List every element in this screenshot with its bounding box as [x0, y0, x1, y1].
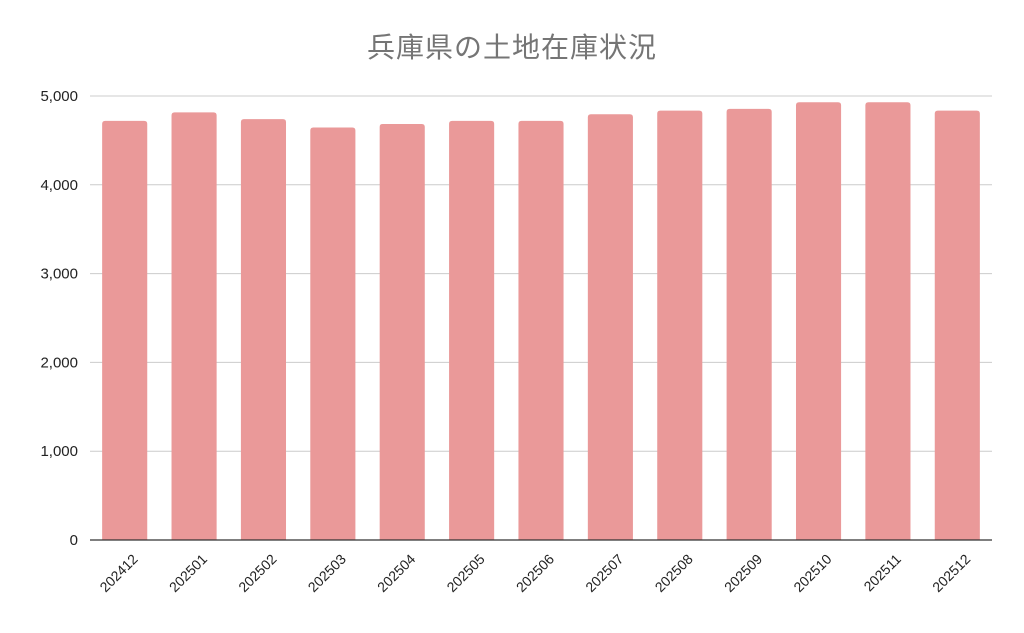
y-tick-label: 2,000 — [40, 354, 78, 371]
chart-title: 兵庫県の土地在庫状況 — [366, 31, 657, 64]
bar-202507 — [587, 114, 633, 540]
bar-202509 — [726, 108, 772, 540]
x-tick-label: 202412 — [96, 551, 140, 595]
bar-202510 — [795, 102, 842, 540]
bar-202502 — [240, 119, 287, 540]
x-tick-label: 202506 — [513, 551, 557, 595]
bar-202506 — [518, 120, 564, 540]
bar-202511 — [865, 102, 911, 540]
bar-202505 — [449, 120, 495, 540]
x-tick-label: 202511 — [860, 551, 904, 595]
x-tick-label: 202503 — [305, 551, 349, 595]
x-tick-label: 202512 — [929, 551, 973, 595]
x-tick-label: 202509 — [721, 551, 765, 595]
y-tick-label: 5,000 — [40, 88, 78, 105]
x-tick-label: 202510 — [790, 551, 834, 595]
y-tick-label: 1,000 — [40, 443, 78, 460]
bar-202508 — [657, 110, 703, 540]
x-tick-label: 202505 — [443, 551, 487, 595]
bar-202512 — [934, 110, 980, 540]
x-tick-label: 202501 — [166, 551, 210, 595]
y-tick-label: 4,000 — [40, 177, 78, 194]
bar-202501 — [171, 112, 217, 540]
bar-202503 — [310, 127, 356, 541]
x-tick-label: 202508 — [652, 551, 696, 595]
x-tick-label: 202507 — [582, 551, 626, 595]
x-tick-label: 202502 — [235, 551, 279, 595]
y-tick-label: 0 — [70, 532, 78, 549]
y-tick-label: 3,000 — [40, 266, 78, 283]
x-tick-label: 202504 — [374, 551, 418, 595]
bar-202504 — [379, 123, 425, 541]
bar-202412 — [102, 120, 148, 540]
